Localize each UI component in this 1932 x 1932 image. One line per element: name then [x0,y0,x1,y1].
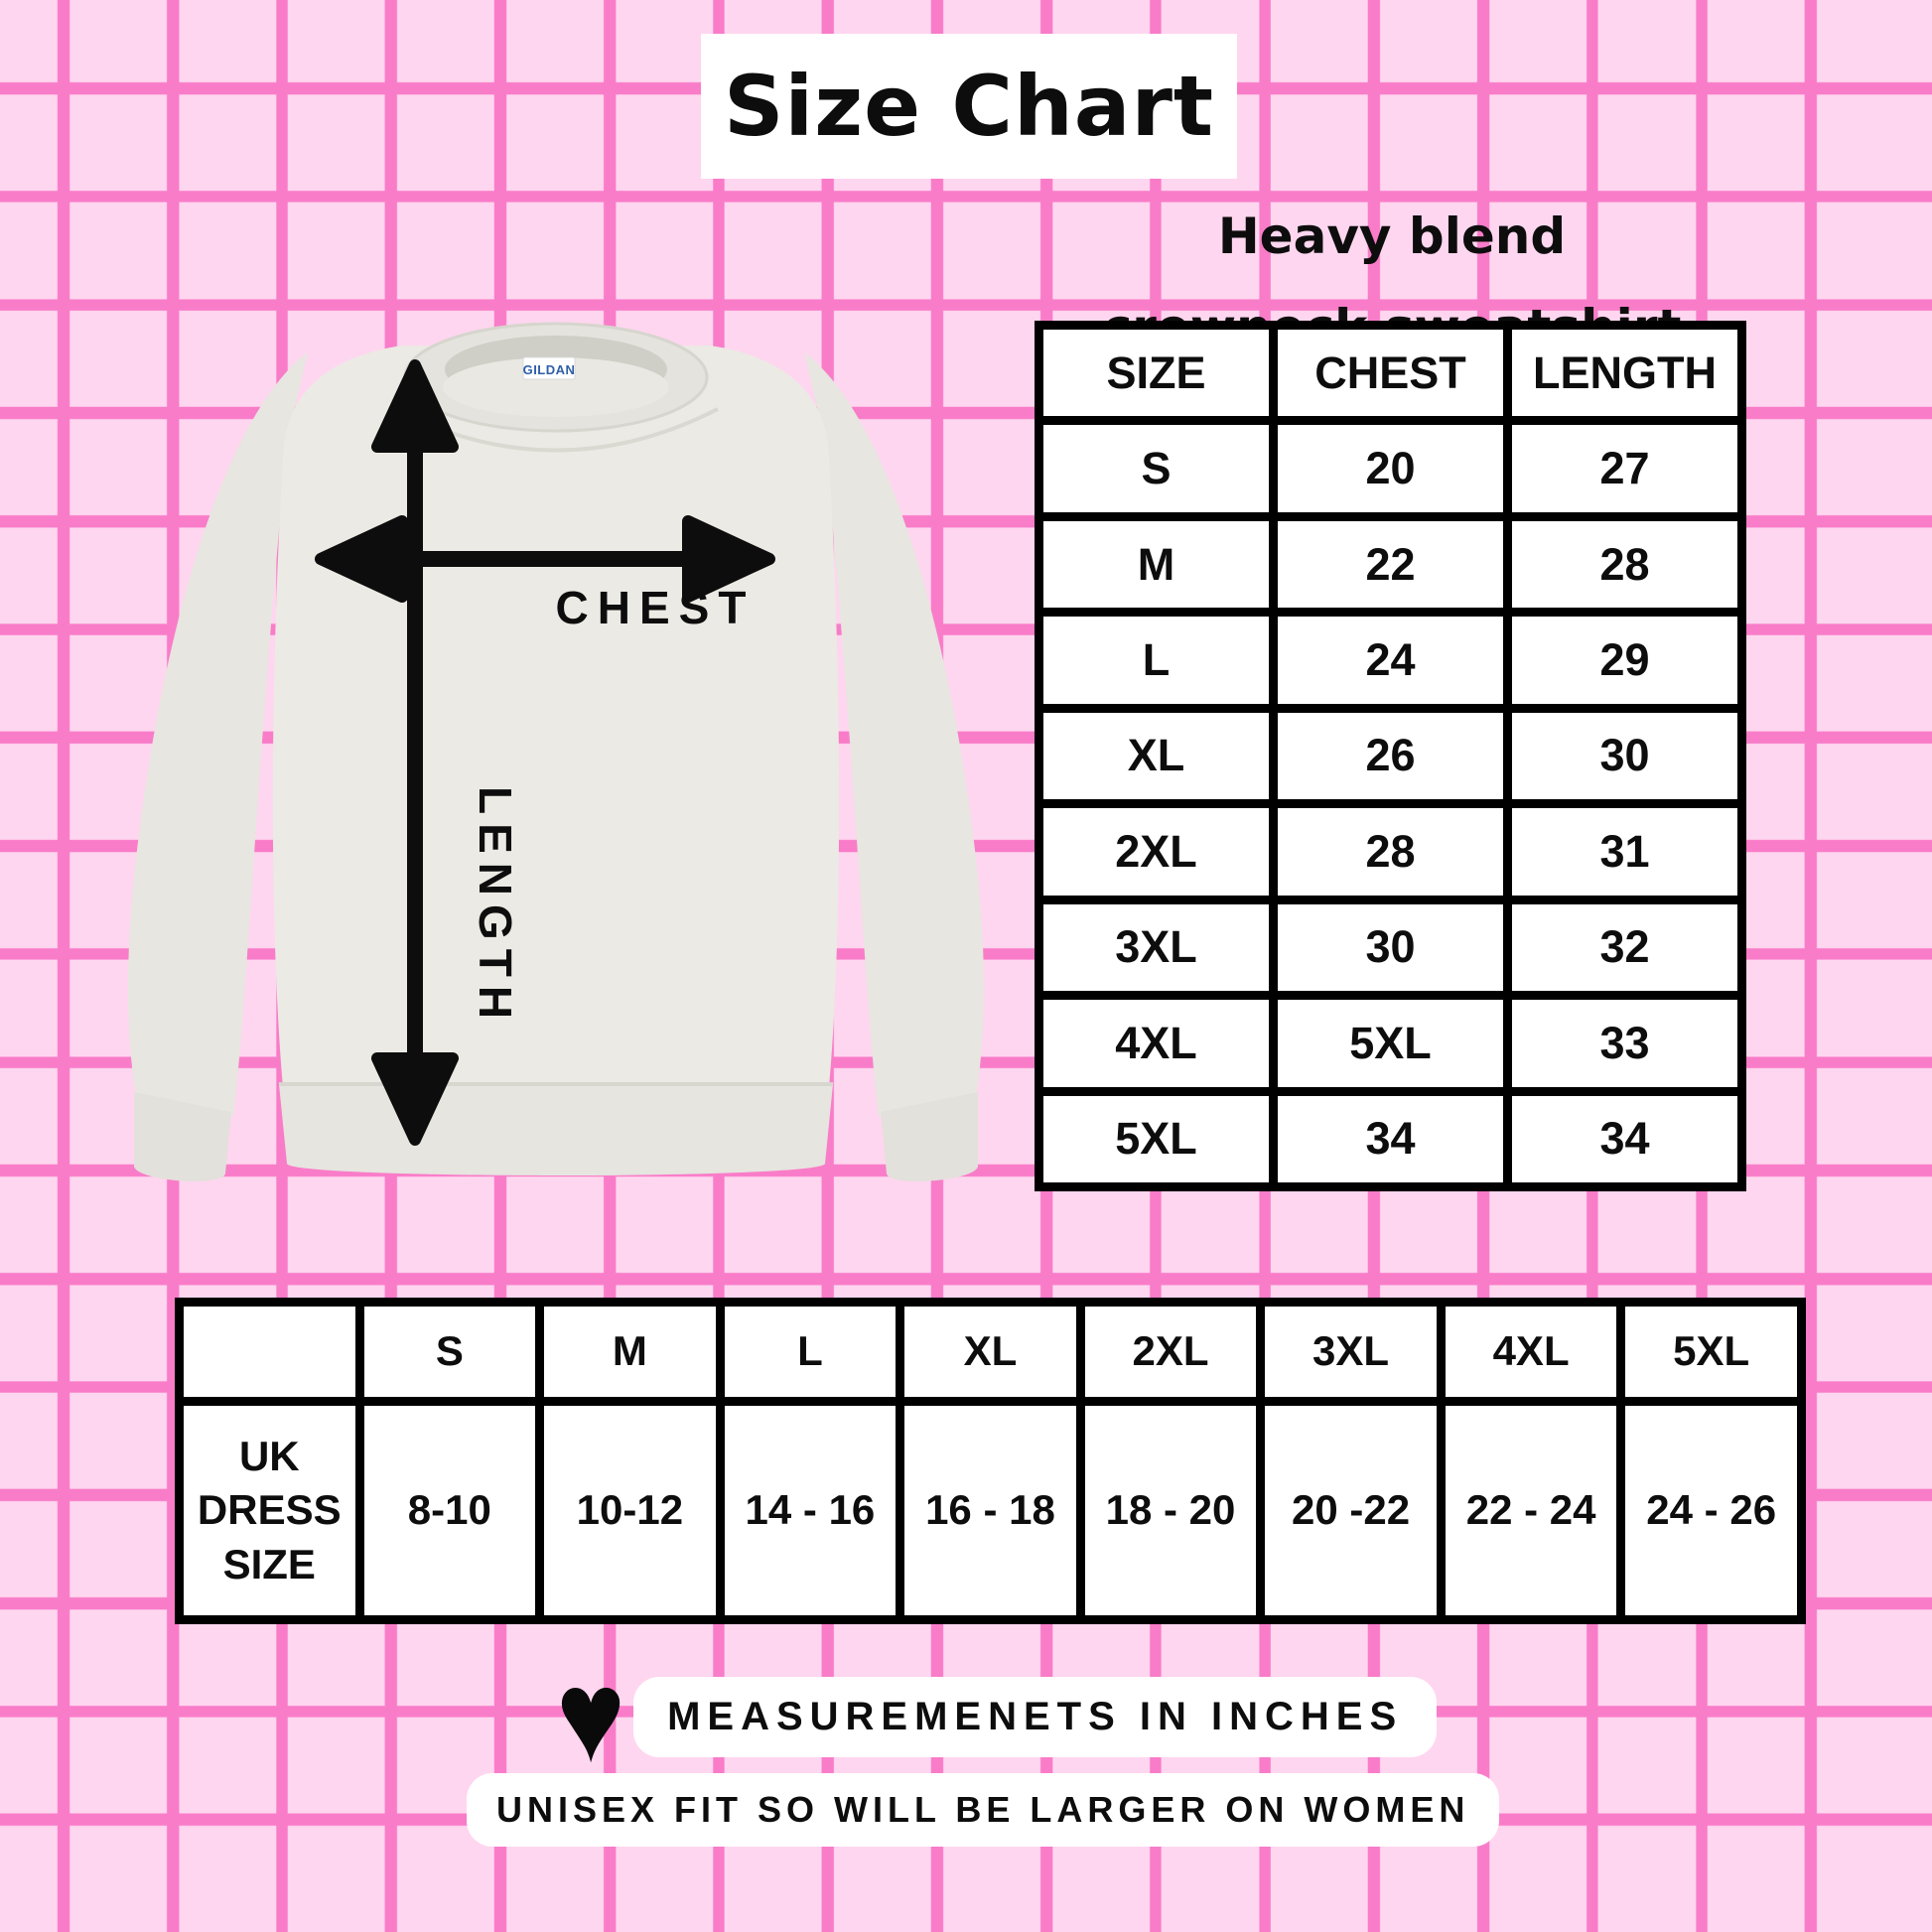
value-cell: 20 -22 [1256,1397,1446,1624]
table-row: L 24 29 [1035,608,1746,713]
header-cell: CHEST [1269,320,1512,426]
chest-cell: 30 [1269,895,1512,1001]
size-cell: XL [1035,703,1278,809]
chest-cell: 34 [1269,1086,1512,1191]
length-cell: 27 [1503,416,1746,521]
size-cell: 5XL [1035,1086,1278,1191]
header-cell: L [715,1298,905,1406]
chest-arrow [315,515,775,603]
size-cell: 4XL [1035,991,1278,1096]
header-cell: LENGTH [1503,320,1746,426]
chest-cell: 5XL [1269,991,1512,1096]
size-cell: 3XL [1035,895,1278,1001]
footer-note-1: ♥ MEASUREMENETS IN INCHES [556,1651,1438,1782]
sweatshirt-illustration: GILDAN CHEST LENGTH [128,322,984,1181]
size-cell: S [1035,416,1278,521]
size-cell: M [1035,511,1278,618]
header-cell: M [535,1298,725,1406]
length-cell: 33 [1503,991,1746,1096]
header-cell: 5XL [1616,1298,1806,1406]
chest-cell: 24 [1269,608,1512,713]
size-cell: L [1035,608,1278,713]
table-header-row: SIZE CHEST LENGTH [1035,320,1746,426]
table-row: S 20 27 [1035,416,1746,521]
subtitle-line-1: Heavy blend [1217,207,1567,265]
collar-front-lip [443,357,669,417]
table-row: 3XL 30 32 [1035,895,1746,1001]
corner-cell [175,1298,364,1406]
brand-tag-label: GILDAN [523,362,576,377]
value-cell: 22 - 24 [1436,1397,1626,1624]
header-cell: 4XL [1436,1298,1626,1406]
length-arrow [371,359,459,1146]
size-measurements-table: SIZE CHEST LENGTH S 20 27 M 22 28 L 24 2… [1035,320,1746,1191]
page-title: Size Chart [723,58,1215,155]
brand-tag [522,356,576,380]
sweatshirt-right-sleeve [804,352,984,1117]
chest-cell: 20 [1269,416,1512,521]
length-cell: 28 [1503,511,1746,618]
row-label-cell: UK DRESS SIZE [175,1397,364,1624]
sweatshirt-diagram: GILDAN CHEST LENGTH [84,318,1008,1191]
sweatshirt-body [272,345,840,1087]
chest-cell: 22 [1269,511,1512,618]
table-header-row: S M L XL 2XL 3XL 4XL 5XL [175,1298,1806,1406]
header-cell: XL [896,1298,1085,1406]
value-cell: 18 - 20 [1075,1397,1266,1624]
table-row: UK DRESS SIZE 8-10 10-12 14 - 16 16 - 18… [175,1397,1806,1624]
chest-cell: 26 [1269,703,1512,809]
value-cell: 14 - 16 [715,1397,905,1624]
footer-note-1-text: MEASUREMENETS IN INCHES [633,1676,1438,1757]
table-row: 5XL 34 34 [1035,1086,1746,1191]
sweatshirt-left-sleeve [128,352,308,1117]
header-cell: SIZE [1035,320,1278,426]
title-box: Size Chart [701,34,1237,179]
length-cell: 32 [1503,895,1746,1001]
header-cell: S [354,1298,545,1406]
length-cell: 30 [1503,703,1746,809]
value-cell: 10-12 [535,1397,725,1624]
chest-label: CHEST [556,582,756,633]
footer-note-2: UNISEX FIT SO WILL BE LARGER ON WOMEN [467,1773,1500,1847]
length-cell: 29 [1503,608,1746,713]
table-row: M 22 28 [1035,511,1746,618]
table-row: 4XL 5XL 33 [1035,991,1746,1096]
sweatshirt-right-cuff [881,1092,978,1181]
heart-icon: ♥ [556,1643,626,1790]
length-cell: 34 [1503,1086,1746,1191]
value-cell: 24 - 26 [1616,1397,1806,1624]
table-row: 2XL 28 31 [1035,799,1746,904]
size-cell: 2XL [1035,799,1278,904]
header-cell: 3XL [1256,1298,1446,1406]
value-cell: 16 - 18 [896,1397,1085,1624]
table-row: XL 26 30 [1035,703,1746,809]
sweatshirt-left-cuff [134,1092,231,1181]
value-cell: 8-10 [354,1397,545,1624]
chest-cell: 28 [1269,799,1512,904]
footer-note-2-text: UNISEX FIT SO WILL BE LARGER ON WOMEN [467,1773,1500,1847]
sweatshirt-hem [279,1084,833,1175]
header-cell: 2XL [1075,1298,1266,1406]
length-cell: 31 [1503,799,1746,904]
length-label: LENGTH [470,786,521,1028]
uk-dress-size-table: S M L XL 2XL 3XL 4XL 5XL UK DRESS SIZE 8… [175,1298,1806,1624]
